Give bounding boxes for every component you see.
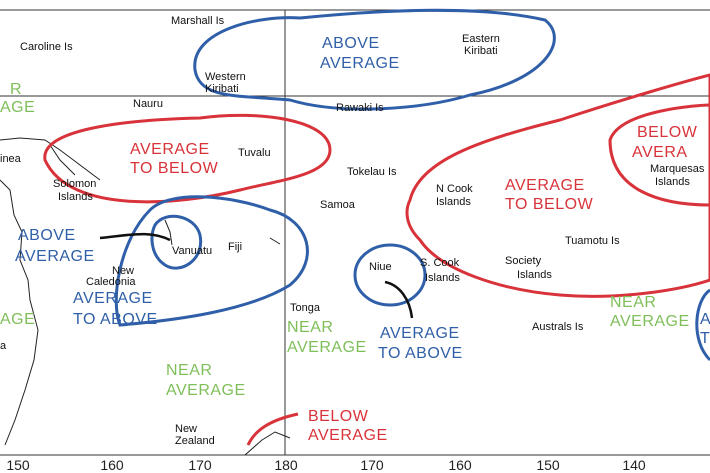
place-label: Islands xyxy=(425,272,460,284)
outlook-label: NEAR xyxy=(287,319,333,336)
outlook-label: R xyxy=(10,81,22,98)
outlook-label: BELOW xyxy=(637,124,698,141)
outlook-label: AVERAGE xyxy=(166,382,246,399)
outlook-label: AVERAGE xyxy=(380,325,460,342)
outlook-label: AVERAGE xyxy=(320,55,400,72)
place-label: Marquesas xyxy=(650,163,705,175)
place-label: Nauru xyxy=(133,98,163,110)
place-label: Kiribati xyxy=(205,83,239,95)
below-contour xyxy=(43,113,332,204)
outlook-label: AVERAGE xyxy=(610,313,690,330)
outlook-label: AVERAGE xyxy=(505,177,585,194)
above-contour xyxy=(353,243,427,307)
place-label: Niue xyxy=(369,261,392,273)
place-label: Solomon xyxy=(53,178,96,190)
below-contour xyxy=(246,412,299,446)
outlook-label: ABOVE xyxy=(322,35,380,52)
below-contour xyxy=(405,73,710,298)
longitude-label: 170 xyxy=(360,457,384,473)
longitude-label: 150 xyxy=(6,457,30,473)
above-contour xyxy=(193,8,556,111)
place-label: Islands xyxy=(436,196,471,208)
longitude-label: 160 xyxy=(448,457,472,473)
place-label: S. Cook xyxy=(420,257,460,269)
outlook-label: AVERAGE xyxy=(73,290,153,307)
longitude-label: 160 xyxy=(100,457,124,473)
place-label: Eastern xyxy=(462,33,500,45)
longitude-label: 180 xyxy=(274,457,298,473)
nz-coast xyxy=(244,431,291,456)
place-label: Vanuatu xyxy=(172,245,212,257)
australia-coast xyxy=(0,179,39,446)
pointer xyxy=(99,232,414,319)
outlook-label: AGE xyxy=(0,99,35,116)
place-label: Islands xyxy=(655,176,690,188)
longitude-label: 140 xyxy=(622,457,646,473)
place-label: Western xyxy=(205,71,246,83)
place-label: Marshall Is xyxy=(171,15,225,27)
place-label: Tuvalu xyxy=(238,147,271,159)
longitude-label: 150 xyxy=(536,457,560,473)
islands xyxy=(49,144,281,246)
outlook-label: AVERAGE xyxy=(15,248,95,265)
place-label: Zealand xyxy=(175,435,215,447)
place-label: Caroline Is xyxy=(20,41,73,53)
outlook-label: T xyxy=(700,330,710,347)
outlook-label: BELOW xyxy=(308,408,369,425)
longitude-label: 170 xyxy=(188,457,212,473)
outlook-label: AVERA xyxy=(632,144,688,161)
place-label: Caledonia xyxy=(86,276,136,288)
outlook-label: NEAR xyxy=(610,294,656,311)
outlook-label: AVERAGE xyxy=(130,141,210,158)
above-contour xyxy=(150,214,203,270)
outlook-label: TO BELOW xyxy=(130,160,219,177)
place-label: Tonga xyxy=(290,302,321,314)
place-label: Islands xyxy=(58,191,93,203)
outlook-label: AVERAGE xyxy=(287,339,367,356)
place-label: Tuamotu Is xyxy=(565,235,620,247)
place-label: New xyxy=(112,265,134,277)
outlook-label: AVERAGE xyxy=(308,427,388,444)
place-label: inea xyxy=(0,153,22,165)
outlook-label: AGE xyxy=(0,311,35,328)
place-label: Tokelau Is xyxy=(347,166,397,178)
place-label: Fiji xyxy=(228,241,242,253)
above-contour xyxy=(695,288,710,362)
contours xyxy=(43,8,710,446)
outlook-label: ABOVE xyxy=(18,227,76,244)
place-label: Australs Is xyxy=(532,321,584,333)
above-contour xyxy=(114,195,309,327)
place-label: N Cook xyxy=(436,183,473,195)
outlook-label: TO ABOVE xyxy=(378,345,463,362)
outlook-label: NEAR xyxy=(166,362,212,379)
place-label: New xyxy=(175,423,197,435)
place-label: a xyxy=(0,340,7,352)
place-label: Islands xyxy=(517,269,552,281)
place-label: Kiribati xyxy=(464,45,498,57)
outlook-label: A xyxy=(700,311,710,328)
outlook-label: TO BELOW xyxy=(505,196,594,213)
below-contour xyxy=(608,103,710,207)
place-label: Samoa xyxy=(320,199,356,211)
place-label: Society xyxy=(505,255,542,267)
graticule xyxy=(0,9,710,456)
place-label: Rawaki Is xyxy=(336,102,384,114)
outlook-label: TO ABOVE xyxy=(73,311,158,328)
